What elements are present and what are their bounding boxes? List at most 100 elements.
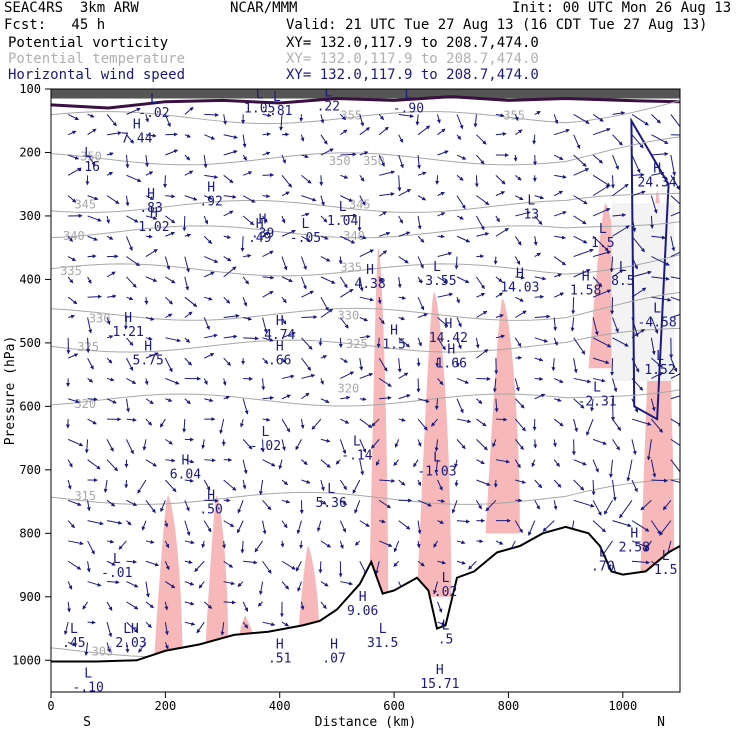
wind-vector: [650, 337, 656, 356]
wind-vector: [573, 248, 594, 258]
wind-vector: [262, 151, 271, 156]
wind-vector: [339, 114, 347, 121]
wind-vector: [533, 236, 538, 246]
wind-vector: [670, 479, 680, 483]
wind-vector: [281, 317, 287, 325]
wind-vector: [262, 231, 270, 237]
wind-vector: [87, 254, 97, 259]
wind-vector: [651, 418, 663, 433]
wind-vector: [451, 500, 458, 514]
wind-vector: [393, 459, 400, 467]
wind-vector: [553, 190, 564, 197]
wind-vector: [495, 276, 503, 283]
extremum-value: -.10: [73, 680, 104, 695]
wind-vector: [320, 355, 328, 359]
wind-vector: [340, 418, 350, 424]
wind-vector: [378, 250, 388, 257]
wind-vector: [165, 231, 176, 237]
extremum-symbol: L: [84, 146, 92, 161]
wind-vector: [456, 195, 466, 210]
wind-vector: [339, 439, 347, 455]
wind-vector: [281, 256, 288, 271]
wind-vector: [612, 225, 630, 237]
wind-vector: [223, 210, 234, 217]
wind-vector: [492, 439, 497, 448]
wind-vector: [223, 581, 236, 586]
wind-vector: [417, 337, 422, 347]
wind-vector: [184, 337, 191, 343]
wind-vector: [553, 292, 565, 298]
wind-vector: [84, 439, 89, 454]
isentrope-label: 345: [74, 197, 96, 211]
wind-vector: [301, 290, 314, 298]
y-tick-label: 600: [19, 399, 41, 413]
wind-vector: [609, 256, 614, 273]
wind-vector: [573, 215, 587, 225]
extremum-symbol: L: [662, 549, 670, 564]
wind-vector: [87, 235, 98, 241]
wind-vector: [203, 154, 208, 169]
wind-vector: [534, 195, 545, 200]
wind-vector: [262, 337, 274, 342]
wind-vector: [260, 439, 265, 453]
wind-vector: [571, 297, 576, 315]
isentrope-label: 350: [329, 154, 351, 168]
wind-vector: [320, 134, 328, 145]
wind-vector: [515, 479, 526, 484]
wind-vector: [437, 128, 446, 136]
wind-vector: [437, 601, 443, 613]
wind-vector: [262, 499, 272, 511]
wind-vector: [398, 256, 409, 264]
wind-vector: [514, 174, 522, 181]
extremum-symbol: L: [150, 92, 158, 107]
extremum-value: 2.58: [619, 541, 650, 556]
wind-vector: [573, 168, 590, 176]
wind-vector: [551, 358, 556, 372]
plot-frame: [50, 88, 681, 693]
wind-vector: [320, 195, 325, 207]
extremum-symbol: H: [256, 217, 264, 232]
wind-vector: [301, 459, 308, 465]
wind-vector: [222, 540, 227, 549]
wind-vector: [281, 331, 296, 339]
extremum-symbol: L: [327, 482, 335, 497]
wind-vector: [340, 235, 356, 244]
wind-vector: [320, 378, 324, 385]
extremum-symbol: L: [302, 217, 310, 232]
x-tick-label: 0: [47, 699, 54, 713]
wind-vector: [164, 114, 171, 128]
wind-vector: [223, 560, 234, 568]
wind-vector: [184, 233, 192, 238]
wind-vector: [126, 276, 137, 288]
wind-vector: [125, 642, 130, 654]
wind-vector: [553, 337, 558, 346]
wind-vector: [67, 459, 73, 468]
wind-vector: [554, 174, 567, 179]
wind-vector: [651, 256, 670, 266]
wind-vector: [126, 215, 139, 223]
wind-vector: [359, 249, 375, 258]
wind-vector: [437, 150, 449, 156]
wind-vector: [145, 539, 155, 544]
wind-vector: [456, 215, 464, 220]
wind-vector: [573, 337, 586, 355]
wind-vector: [592, 459, 599, 473]
extremum-symbol: L: [599, 222, 607, 237]
wind-vector: [165, 215, 176, 224]
wind-vector: [204, 271, 215, 278]
north-label: N: [657, 715, 665, 730]
field-pv-name: Potential vorticity: [8, 35, 169, 51]
wind-vector: [240, 418, 244, 428]
wind-vector: [476, 349, 489, 359]
wind-vector: [281, 560, 296, 570]
wind-vector: [398, 154, 404, 169]
wind-vector: [592, 377, 606, 383]
wind-vector: [320, 581, 329, 587]
wind-vector: [67, 256, 77, 261]
wind-vector: [137, 479, 147, 494]
wind-vector: [651, 357, 662, 368]
wind-vector: [262, 560, 272, 574]
isentrope-label: 320: [338, 381, 360, 395]
isentrope-label: 345: [349, 197, 371, 211]
wind-vector: [417, 313, 428, 318]
